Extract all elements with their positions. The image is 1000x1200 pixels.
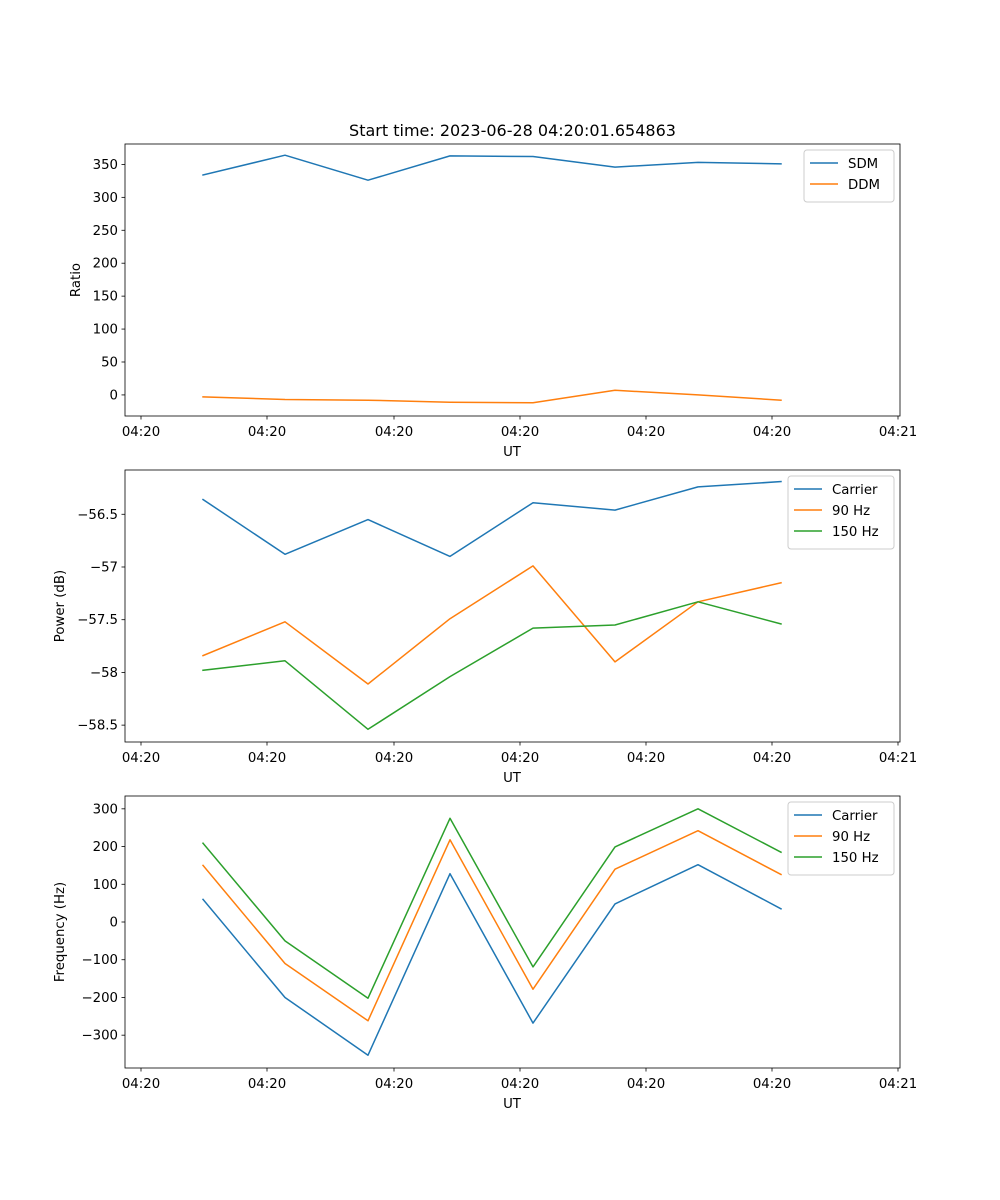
- y-tick-label: 0: [110, 388, 118, 403]
- legend: Carrier 90 Hz 150 Hz: [787, 801, 895, 876]
- y-tick-label: 300: [93, 191, 118, 206]
- chart-panel-2: 04:20 04:20 04:20 04:20 04:20 04:20 04:21 −58.5…: [53, 469, 917, 786]
- legend-label: Carrier: [832, 809, 878, 824]
- y-tick-label: −57.5: [77, 613, 118, 628]
- series-line-150-hz: [201, 808, 783, 999]
- legend: SDM DDM: [803, 149, 895, 203]
- y-tick-label: 150: [93, 290, 118, 305]
- x-tick-label: 04:20: [248, 425, 286, 440]
- y-tick-label: 100: [93, 878, 118, 893]
- series-line-90-hz: [202, 565, 782, 685]
- y-tick-label: 350: [93, 158, 118, 173]
- x-tick-label: 04:20: [248, 751, 286, 766]
- x-tick-label: 04:20: [627, 1077, 665, 1092]
- y-tick-label: −57: [90, 560, 118, 575]
- y-tick-label: −300: [81, 1029, 118, 1044]
- x-tick-label: 04:20: [753, 425, 791, 440]
- x-tick-label: 04:20: [375, 1077, 413, 1092]
- legend-label: 90 Hz: [832, 830, 870, 845]
- x-tick-label: 04:20: [501, 425, 539, 440]
- x-tick-label: 04:21: [879, 1077, 917, 1092]
- x-axis-label: UT: [503, 1097, 522, 1112]
- legend: Carrier 90 Hz 150 Hz: [787, 475, 895, 550]
- x-tick-label: 04:20: [122, 751, 160, 766]
- y-tick-label: 100: [93, 323, 118, 338]
- y-tick-label: −100: [81, 953, 118, 968]
- y-tick-label: −58.5: [77, 719, 118, 734]
- axes-frame: [124, 143, 901, 417]
- x-tick-label: 04:20: [753, 751, 791, 766]
- y-tick-label: −200: [81, 991, 118, 1006]
- series-line-ddm: [202, 389, 782, 404]
- y-axis-label: Ratio: [69, 263, 84, 297]
- x-tick-label: 04:20: [248, 1077, 286, 1092]
- chart-title: Start time: 2023-06-28 04:20:01.654863: [349, 121, 676, 140]
- chart-panel-1: Start time: 2023-06-28 04:20:01.654863 04…: [69, 121, 917, 460]
- legend-label: 90 Hz: [832, 504, 870, 519]
- y-tick-label: 0: [110, 916, 118, 931]
- axes-frame: [124, 469, 901, 743]
- y-tick-label: −56.5: [77, 508, 118, 523]
- series-line-carrier: [201, 480, 782, 558]
- x-tick-label: 04:20: [753, 1077, 791, 1092]
- y-tick-label: 250: [93, 224, 118, 239]
- x-tick-label: 04:20: [122, 1077, 160, 1092]
- x-tick-label: 04:20: [627, 425, 665, 440]
- y-tick-label: 50: [101, 355, 118, 370]
- x-tick-label: 04:20: [627, 751, 665, 766]
- series-line-sdm: [202, 154, 782, 181]
- axes-frame: [124, 795, 901, 1069]
- x-tick-label: 04:20: [501, 751, 539, 766]
- legend-label: 150 Hz: [832, 851, 879, 866]
- y-tick-label: 200: [93, 840, 118, 855]
- legend-label: 150 Hz: [832, 525, 879, 540]
- y-axis-label: Frequency (Hz): [53, 882, 68, 982]
- x-axis-label: UT: [503, 771, 522, 786]
- x-tick-label: 04:20: [122, 425, 160, 440]
- legend-label: DDM: [848, 178, 880, 193]
- series-line-90-hz: [201, 829, 783, 1022]
- x-tick-label: 04:21: [879, 751, 917, 766]
- y-axis-label: Power (dB): [53, 570, 68, 642]
- y-tick-label: 200: [93, 257, 118, 272]
- series-line-carrier: [201, 863, 783, 1056]
- chart-panel-3: 04:20 04:20 04:20 04:20 04:20 04:20 04:21 −300 −…: [53, 795, 917, 1112]
- x-tick-label: 04:21: [879, 425, 917, 440]
- legend-label: SDM: [848, 157, 878, 172]
- y-tick-label: 300: [93, 802, 118, 817]
- x-axis-label: UT: [503, 445, 522, 460]
- x-tick-label: 04:20: [375, 751, 413, 766]
- series-line-150-hz: [202, 601, 782, 731]
- x-tick-label: 04:20: [375, 425, 413, 440]
- y-tick-label: −58: [90, 666, 118, 681]
- x-tick-label: 04:20: [501, 1077, 539, 1092]
- legend-label: Carrier: [832, 483, 878, 498]
